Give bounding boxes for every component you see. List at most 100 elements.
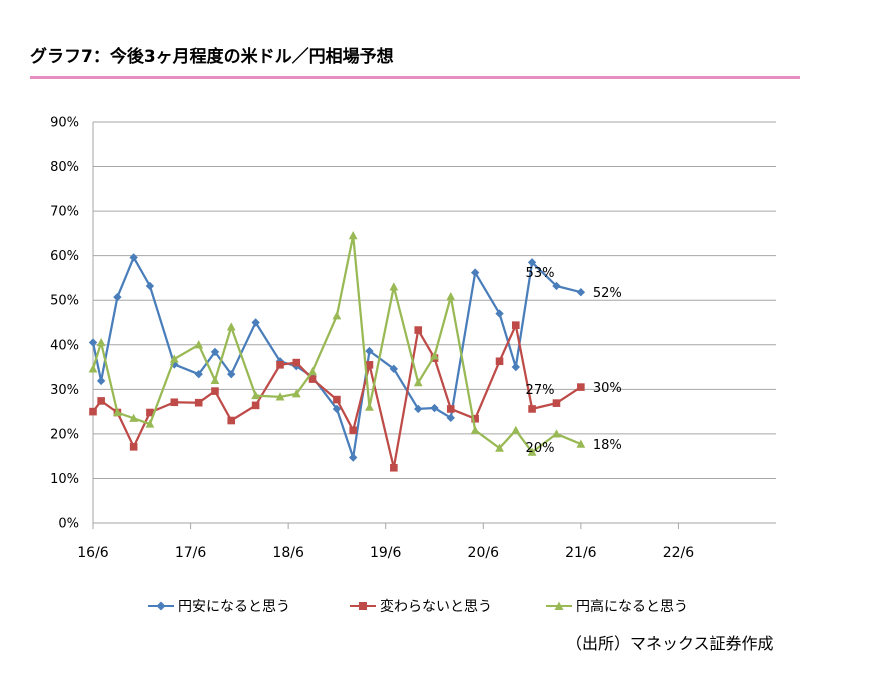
data-point xyxy=(113,292,122,302)
data-point xyxy=(96,376,106,386)
data-point xyxy=(194,369,203,379)
y-tick-label: 80% xyxy=(50,160,79,175)
data-point xyxy=(145,419,155,428)
x-tick-label: 22/6 xyxy=(663,545,695,561)
data-point xyxy=(251,401,260,410)
title-underline xyxy=(30,76,800,79)
x-tick-label: 20/6 xyxy=(468,545,500,561)
y-tick-label: 30% xyxy=(50,383,79,398)
data-point xyxy=(446,405,455,413)
data-point xyxy=(308,375,317,383)
data-point xyxy=(333,395,341,404)
data-point xyxy=(227,369,236,379)
data-point xyxy=(414,326,423,334)
data-point xyxy=(169,354,179,363)
data-point xyxy=(528,405,536,413)
data-label: 52% xyxy=(593,286,622,301)
legend-item-yen-weak: 円安になると思う xyxy=(148,596,290,616)
data-point xyxy=(211,387,219,395)
data-point xyxy=(210,347,220,357)
data-point xyxy=(495,357,504,366)
data-point xyxy=(348,231,358,240)
data-point xyxy=(552,281,561,291)
data-point xyxy=(414,404,423,414)
data-point xyxy=(527,258,537,267)
data-point xyxy=(275,392,285,401)
legend-item-yen-strong: 円高になると思う xyxy=(546,596,688,616)
data-point xyxy=(511,425,521,434)
y-tick-label: 10% xyxy=(50,472,79,487)
x-tick-label: 17/6 xyxy=(175,545,207,561)
data-point xyxy=(471,414,479,423)
y-tick-label: 40% xyxy=(50,338,79,353)
data-point xyxy=(129,253,138,262)
source-note: （出所）マネックス証券作成 xyxy=(566,634,774,653)
data-point xyxy=(365,361,374,369)
data-point xyxy=(89,407,97,416)
data-point xyxy=(576,439,586,448)
data-point xyxy=(88,338,98,347)
data-point xyxy=(227,416,236,425)
data-label: 20% xyxy=(526,441,555,456)
legend-marker-diamond xyxy=(148,601,174,611)
data-point xyxy=(226,322,236,331)
data-point xyxy=(511,362,521,372)
data-point xyxy=(430,351,439,360)
data-point xyxy=(470,425,480,434)
data-point xyxy=(88,364,98,373)
data-point xyxy=(446,292,456,301)
data-point xyxy=(194,340,204,349)
data-point xyxy=(446,413,455,423)
data-point xyxy=(170,398,179,407)
x-tick-label: 19/6 xyxy=(370,545,402,561)
data-label: 53% xyxy=(526,266,555,281)
data-point xyxy=(495,443,504,452)
data-point xyxy=(389,364,399,374)
data-point xyxy=(365,346,374,356)
data-point xyxy=(112,407,122,417)
y-tick-label: 90% xyxy=(50,116,79,131)
data-point xyxy=(96,337,106,347)
data-point xyxy=(552,399,561,407)
legend-item-unchanged: 変わらないと思う xyxy=(350,596,492,616)
data-point xyxy=(291,389,301,398)
data-point xyxy=(389,282,399,291)
data-point xyxy=(145,281,155,291)
chart-title: グラフ7：今後3ヶ月程度の米ドル／円相場予想 xyxy=(30,47,394,67)
series-line-2 xyxy=(91,234,582,454)
data-point xyxy=(292,358,301,367)
data-point xyxy=(577,383,585,391)
data-point xyxy=(210,375,220,385)
data-point xyxy=(365,402,374,411)
data-point xyxy=(308,366,317,376)
data-point xyxy=(576,288,586,297)
data-point xyxy=(97,397,105,405)
legend-marker-square xyxy=(350,602,376,610)
legend-label: 円安になると思う xyxy=(178,599,290,615)
legend-marker-triangle xyxy=(546,601,572,610)
data-point xyxy=(332,311,342,320)
data-point xyxy=(413,378,423,387)
legend-label: 円高になると思う xyxy=(576,599,688,615)
y-tick-label: 70% xyxy=(50,205,79,220)
data-point xyxy=(470,268,480,277)
y-tick-label: 50% xyxy=(50,294,79,309)
y-tick-label: 20% xyxy=(50,427,79,442)
data-point xyxy=(552,429,561,438)
data-point xyxy=(527,447,537,456)
x-tick-label: 21/6 xyxy=(565,545,597,561)
data-point xyxy=(495,309,504,318)
data-point xyxy=(129,413,139,422)
data-label: 27% xyxy=(526,383,555,398)
x-tick-label: 16/6 xyxy=(77,545,109,561)
data-point xyxy=(430,403,439,413)
data-point xyxy=(332,404,342,414)
data-point xyxy=(146,408,154,417)
y-tick-label: 60% xyxy=(50,249,79,264)
series-line-0 xyxy=(91,256,582,459)
data-point xyxy=(194,398,203,407)
legend: 円安になると思う 変わらないと思う 円高になると思う xyxy=(0,596,873,620)
data-point xyxy=(390,463,398,472)
x-tick-label: 18/6 xyxy=(272,545,304,561)
